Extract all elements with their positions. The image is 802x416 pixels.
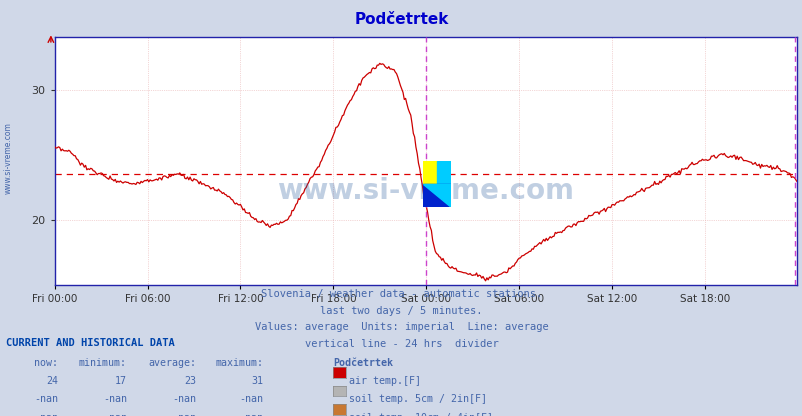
Text: 24: 24	[46, 376, 58, 386]
Text: -nan: -nan	[34, 394, 58, 404]
Text: Podčetrtek: Podčetrtek	[333, 358, 393, 368]
Text: maximum:: maximum:	[215, 358, 263, 368]
Text: air temp.[F]: air temp.[F]	[349, 376, 421, 386]
Text: www.si-vreme.com: www.si-vreme.com	[277, 177, 573, 205]
Text: 31: 31	[251, 376, 263, 386]
Bar	[422, 161, 436, 184]
Text: -nan: -nan	[172, 394, 196, 404]
Text: -nan: -nan	[239, 413, 263, 416]
Bar	[422, 184, 450, 207]
Text: Slovenia / weather data - automatic stations.: Slovenia / weather data - automatic stat…	[261, 289, 541, 299]
Text: now:: now:	[34, 358, 58, 368]
Text: Podčetrtek: Podčetrtek	[354, 12, 448, 27]
Text: Values: average  Units: imperial  Line: average: Values: average Units: imperial Line: av…	[254, 322, 548, 332]
Bar	[436, 161, 450, 184]
Text: -nan: -nan	[34, 413, 58, 416]
Text: soil temp. 5cm / 2in[F]: soil temp. 5cm / 2in[F]	[349, 394, 487, 404]
Text: 23: 23	[184, 376, 196, 386]
Text: last two days / 5 minutes.: last two days / 5 minutes.	[320, 306, 482, 316]
Text: -nan: -nan	[239, 394, 263, 404]
Text: CURRENT AND HISTORICAL DATA: CURRENT AND HISTORICAL DATA	[6, 338, 175, 348]
Text: vertical line - 24 hrs  divider: vertical line - 24 hrs divider	[304, 339, 498, 349]
Text: -nan: -nan	[172, 413, 196, 416]
Text: minimum:: minimum:	[79, 358, 127, 368]
Text: soil temp. 10cm / 4in[F]: soil temp. 10cm / 4in[F]	[349, 413, 492, 416]
Text: -nan: -nan	[103, 413, 127, 416]
Text: www.si-vreme.com: www.si-vreme.com	[3, 122, 13, 194]
Text: 17: 17	[115, 376, 127, 386]
Polygon shape	[422, 184, 450, 207]
Text: average:: average:	[148, 358, 196, 368]
Text: -nan: -nan	[103, 394, 127, 404]
